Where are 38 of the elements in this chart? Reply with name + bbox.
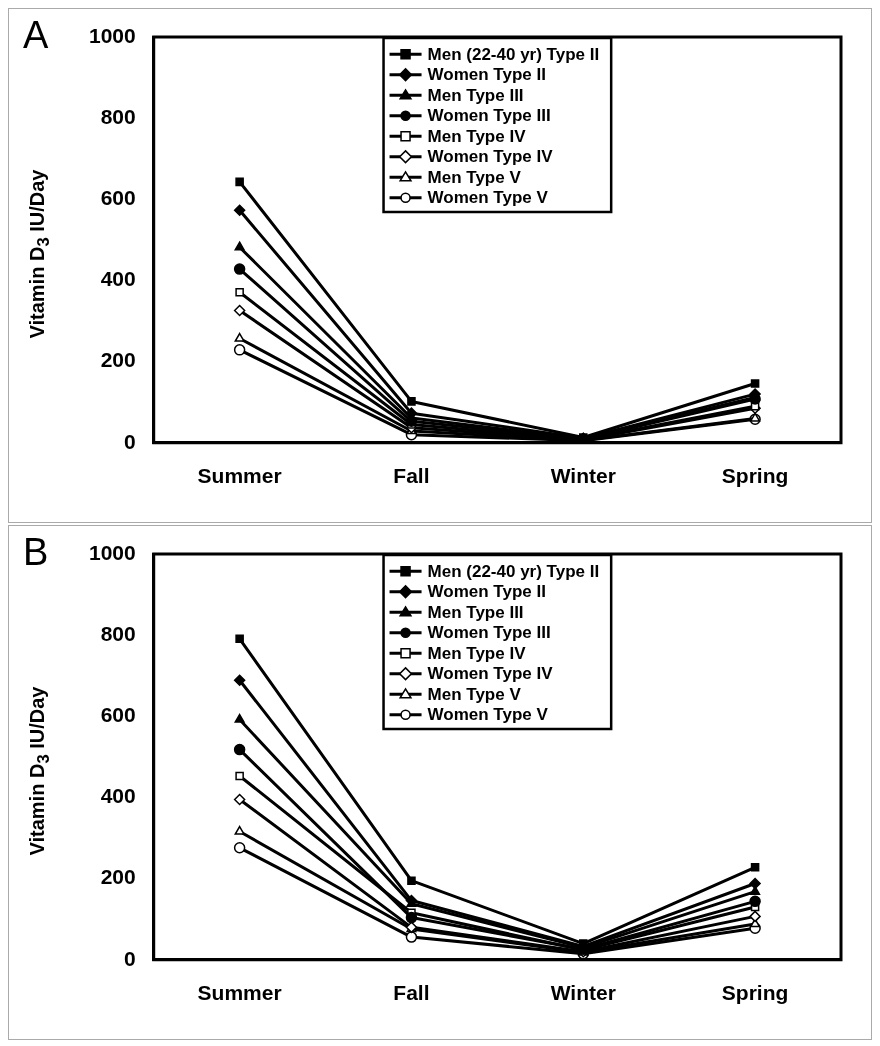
legend-label: Women Type II: [427, 582, 546, 602]
legend-label: Women Type III: [427, 106, 551, 126]
x-tick-label: Summer: [197, 981, 282, 1005]
legend-label: Men Type V: [427, 167, 522, 187]
x-tick-label: Summer: [197, 464, 282, 488]
y-tick-label: 0: [124, 946, 136, 970]
y-tick-label: 400: [100, 267, 136, 291]
x-tick-label: Fall: [393, 464, 430, 488]
legend-label: Men (22-40 yr) Type II: [427, 561, 600, 581]
y-tick-label: 400: [100, 784, 136, 808]
y-tick-label: 800: [100, 621, 136, 645]
x-tick-label: Winter: [550, 464, 616, 488]
x-tick-label: Spring: [721, 464, 789, 488]
legend-label: Men Type III: [427, 85, 524, 105]
chart-title: B: [23, 530, 49, 574]
chart-title: A: [23, 13, 49, 57]
y-tick-label: 800: [100, 104, 136, 128]
x-tick-label: Fall: [393, 981, 430, 1005]
legend-label: Women Type IV: [427, 664, 554, 684]
legend-label: Men (22-40 yr) Type II: [427, 44, 600, 64]
legend-label: Men Type IV: [427, 126, 527, 146]
y-tick-label: 0: [124, 429, 136, 453]
y-tick-label: 600: [100, 703, 136, 727]
legend-label: Women Type V: [427, 705, 549, 725]
legend-label: Women Type IV: [427, 147, 554, 167]
y-tick-label: 1000: [89, 540, 136, 564]
y-tick-label: 200: [100, 348, 136, 372]
legend-label: Women Type III: [427, 623, 551, 643]
legend-label: Men Type III: [427, 602, 524, 622]
legend-label: Men Type V: [427, 684, 522, 704]
y-tick-label: 1000: [89, 23, 136, 47]
x-tick-label: Winter: [550, 981, 616, 1005]
y-tick-label: 200: [100, 865, 136, 889]
legend-label: Women Type II: [427, 65, 546, 85]
x-tick-label: Spring: [721, 981, 789, 1005]
legend-label: Men Type IV: [427, 643, 527, 663]
y-tick-label: 600: [100, 186, 136, 210]
legend-label: Women Type V: [427, 188, 549, 208]
